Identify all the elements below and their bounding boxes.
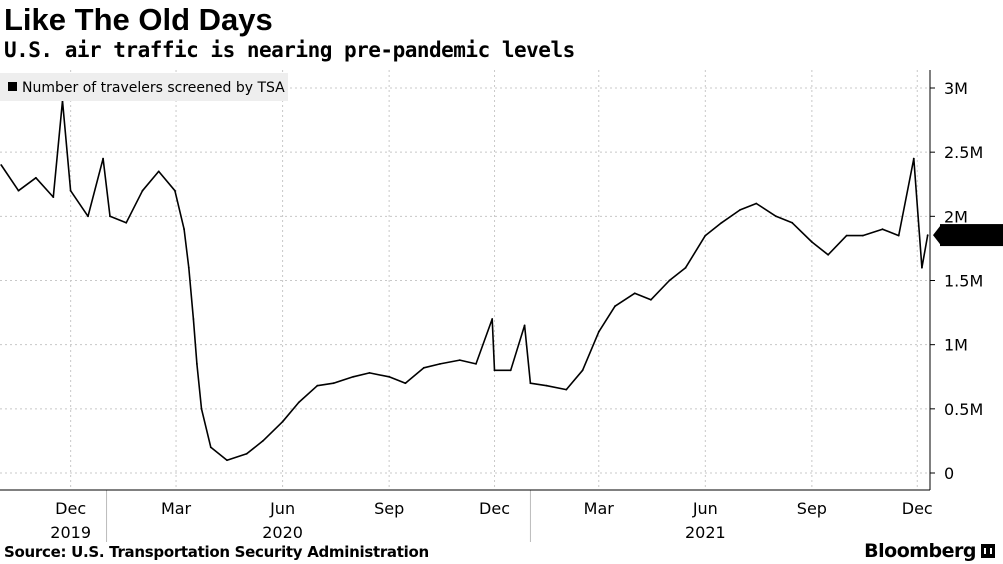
- data-point: [183, 228, 186, 231]
- data-point: [633, 292, 636, 295]
- data-point: [523, 324, 526, 327]
- chart-title: Like The Old Days: [4, 2, 273, 37]
- data-point: [388, 375, 390, 378]
- year-label: 2021: [685, 523, 726, 542]
- legend-box: [0, 73, 288, 101]
- brand-mark-icon: [981, 544, 995, 558]
- data-point: [245, 452, 248, 455]
- data-point: [597, 330, 600, 333]
- x-tick-label: Dec: [479, 499, 510, 518]
- series-layer: [0, 99, 929, 462]
- data-point: [614, 305, 616, 308]
- data-point: [755, 202, 758, 205]
- data-point: [475, 363, 477, 365]
- data-point: [529, 382, 532, 385]
- y-tick-label: 1.5M: [944, 272, 983, 291]
- brand-name: Bloomberg: [864, 540, 976, 562]
- data-point: [581, 369, 584, 372]
- data-point: [565, 388, 568, 391]
- data-point: [209, 446, 212, 449]
- legend-label: Number of travelers screened by TSA: [22, 80, 285, 96]
- x-tick-label: Mar: [584, 499, 615, 518]
- brand-logo: Bloomberg: [864, 540, 995, 562]
- data-point: [87, 215, 89, 218]
- data-point: [811, 241, 813, 243]
- data-point: [439, 363, 441, 365]
- legend: Number of travelers screened by TSA: [0, 73, 288, 101]
- data-point: [739, 209, 741, 211]
- data-point: [404, 382, 407, 385]
- axes: [0, 70, 935, 542]
- data-point: [352, 375, 355, 378]
- data-point: [791, 221, 794, 224]
- source-note: Source: U.S. Transportation Security Adm…: [4, 543, 429, 561]
- data-point: [912, 157, 915, 160]
- data-point: [192, 318, 195, 320]
- y-tick-label: 2M: [944, 207, 968, 226]
- data-point: [226, 459, 228, 462]
- data-point: [368, 372, 371, 374]
- data-point: [493, 369, 496, 372]
- data-point: [157, 170, 160, 173]
- data-point: [297, 401, 300, 404]
- x-tick-label: Dec: [902, 499, 933, 518]
- data-point: [109, 215, 111, 218]
- tick-labels: 0 0.5M 1M 1.5M 2M 2.5M 3M Dec Mar Jun Sep Dec Mar Jun…: [50, 79, 1003, 542]
- data-point: [545, 384, 548, 387]
- year-label: 2020: [262, 523, 303, 542]
- x-tick-label: Sep: [374, 499, 404, 518]
- data-point: [684, 266, 687, 269]
- data-point: [845, 234, 848, 237]
- last-value-box: [940, 224, 1003, 247]
- data-point: [281, 420, 284, 423]
- data-point: [0, 164, 3, 166]
- data-point: [861, 234, 864, 237]
- last-value-label: 1.854M: [941, 226, 1001, 245]
- data-point: [720, 221, 723, 224]
- data-point: [775, 215, 777, 218]
- y-tick-label: 0.5M: [944, 400, 983, 419]
- data-point: [316, 384, 319, 387]
- x-tick-label: Dec: [55, 499, 86, 518]
- data-point: [187, 266, 190, 269]
- data-point: [52, 196, 55, 199]
- data-point: [926, 234, 929, 237]
- data-point: [458, 359, 461, 361]
- y-tick-label: 2.5M: [944, 143, 983, 162]
- data-point: [200, 407, 203, 410]
- data-point: [17, 189, 20, 192]
- x-tick-label: Mar: [161, 499, 192, 518]
- data-point: [125, 221, 128, 224]
- data-point: [897, 234, 900, 237]
- data-point: [102, 157, 104, 160]
- data-point: [69, 189, 72, 192]
- grid: [0, 70, 930, 490]
- data-point: [704, 234, 707, 237]
- data-point: [921, 266, 923, 269]
- last-value-pointer: [933, 226, 940, 245]
- data-point: [35, 176, 37, 179]
- data-point: [141, 189, 144, 192]
- data-point: [509, 369, 512, 372]
- y-tick-label: 3M: [944, 79, 968, 98]
- data-point: [827, 253, 829, 256]
- y-tick-label: 1M: [944, 336, 968, 355]
- data-point: [332, 382, 335, 385]
- data-point: [423, 366, 425, 369]
- chart-subtitle: U.S. air traffic is nearing pre-pandemic…: [4, 38, 575, 62]
- data-point: [174, 189, 176, 192]
- x-tick-label: Jun: [692, 499, 718, 518]
- data-point: [650, 298, 652, 301]
- data-point: [881, 228, 884, 231]
- data-point: [491, 318, 494, 320]
- data-point: [262, 440, 264, 442]
- x-tick-label: Jun: [269, 499, 295, 518]
- data-point: [668, 279, 671, 282]
- legend-swatch: [8, 82, 17, 91]
- year-label: 2019: [50, 523, 91, 542]
- data-point: [196, 363, 198, 365]
- y-tick-label: 0: [944, 464, 954, 483]
- x-tick-label: Sep: [797, 499, 827, 518]
